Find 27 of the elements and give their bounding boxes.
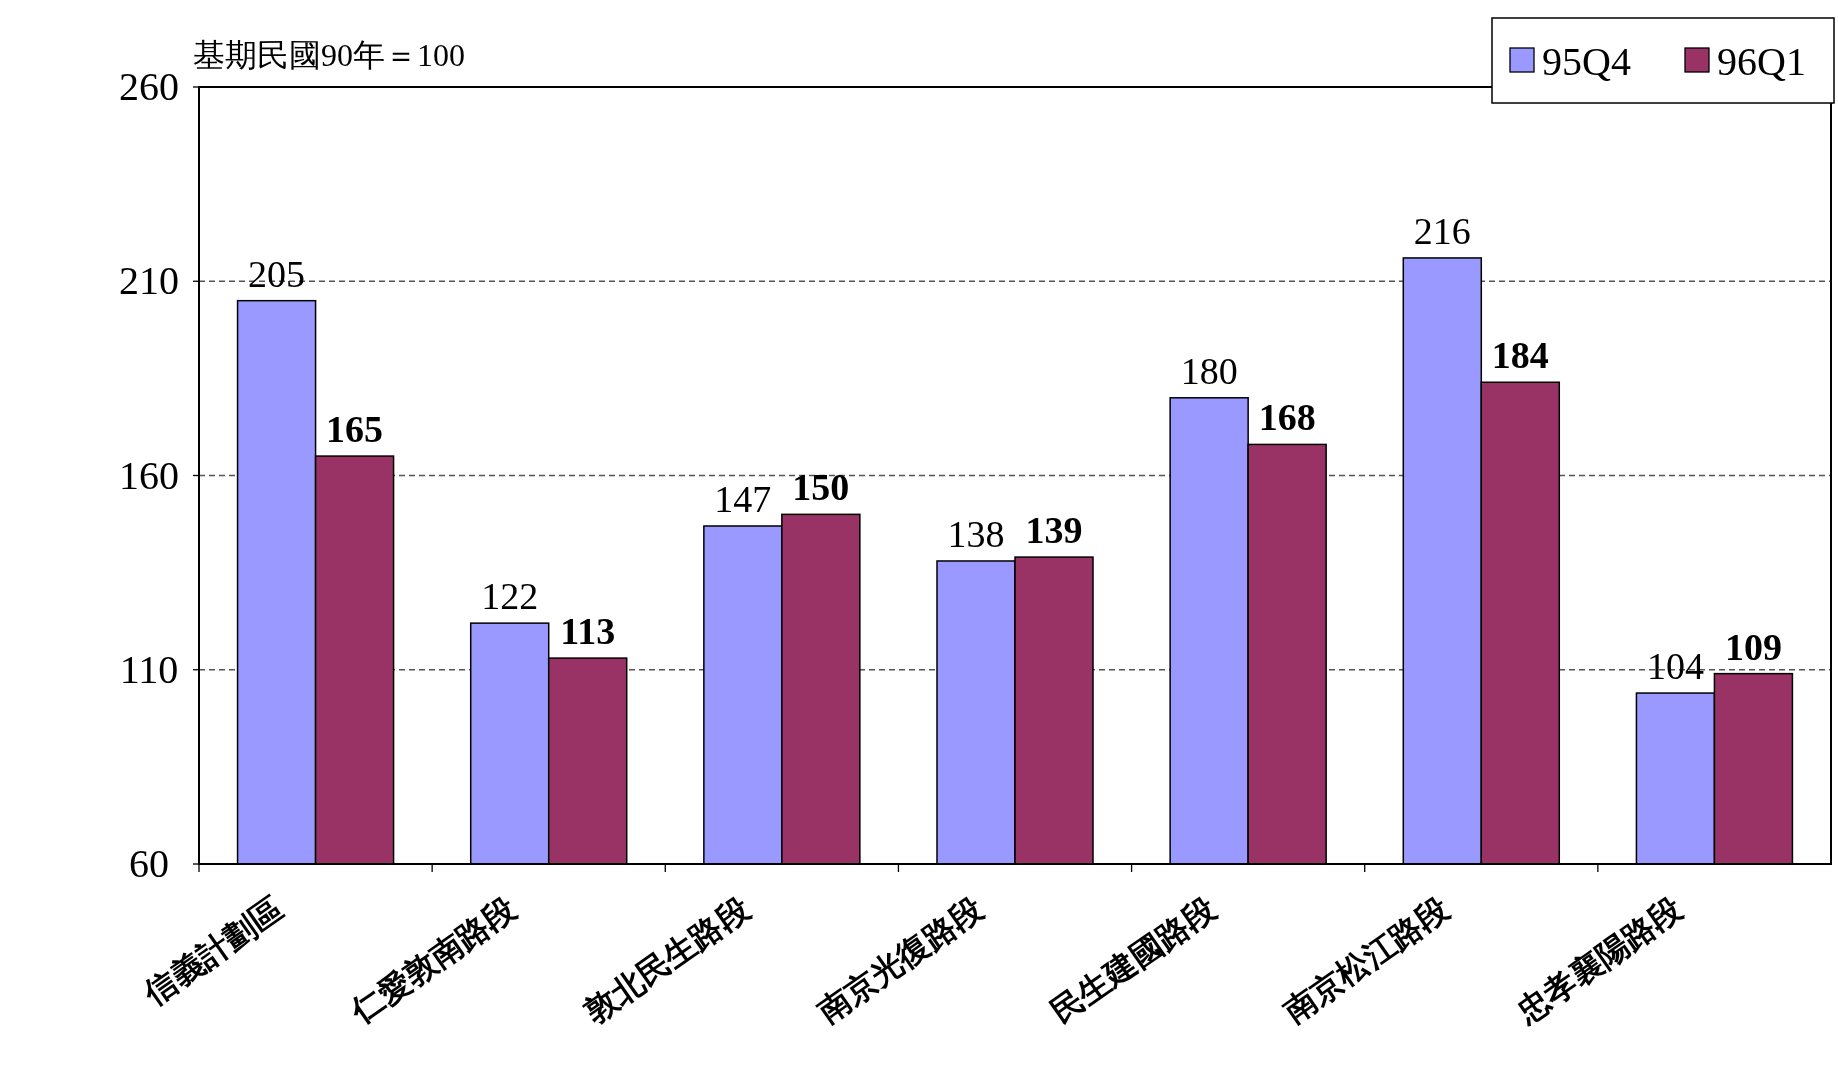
y-tick-label: 60	[129, 841, 169, 886]
y-tick-label: 260	[119, 64, 179, 109]
data-label: 150	[792, 466, 850, 509]
x-tick-label: 信義計劃區	[136, 890, 290, 1013]
data-label: 180	[1180, 349, 1238, 392]
y-tick-label: 110	[119, 646, 179, 692]
y-axis-title: 基期民國90年＝100	[193, 37, 465, 73]
data-label: 216	[1413, 209, 1471, 252]
data-label: 168	[1258, 396, 1316, 439]
x-tick-label: 南京松江路段	[1277, 890, 1456, 1030]
legend-label: 95Q4	[1542, 39, 1631, 84]
x-tick-label: 南京光復路段	[811, 890, 990, 1030]
x-tick-label: 忠孝襄陽路段	[1509, 890, 1689, 1031]
x-tick-label: 仁愛敦南路段	[343, 890, 523, 1032]
data-label: 109	[1724, 625, 1782, 668]
y-tick-label: 210	[119, 258, 179, 304]
y-tick-label: 160	[119, 452, 179, 498]
data-label: 165	[326, 408, 384, 451]
x-tick-label: 敦北民生路段	[577, 890, 756, 1031]
data-label: 113	[560, 610, 616, 653]
data-label: 147	[714, 478, 772, 521]
x-tick-label: 民生建國路段	[1044, 890, 1223, 1030]
legend-label: 96Q1	[1717, 39, 1806, 84]
data-label: 138	[947, 512, 1005, 555]
data-label: 184	[1491, 334, 1549, 377]
data-label: 139	[1025, 509, 1083, 552]
data-label: 122	[481, 575, 539, 618]
